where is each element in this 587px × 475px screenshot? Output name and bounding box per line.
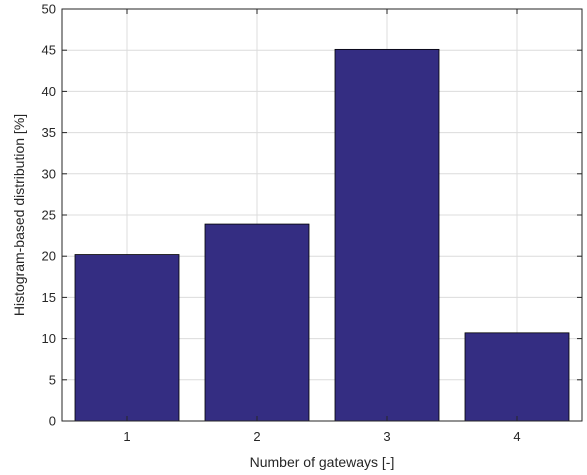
tick-labels: 0 5 10 15 20 25 30 35 40 45 50 1 2 3 4 bbox=[42, 2, 521, 445]
x-tick-label: 4 bbox=[513, 429, 520, 444]
y-tick-label: 25 bbox=[42, 208, 56, 223]
y-tick-label: 0 bbox=[49, 414, 56, 429]
x-tick-label: 2 bbox=[253, 429, 260, 444]
x-tick-label: 3 bbox=[383, 429, 390, 444]
y-tick-label: 50 bbox=[42, 2, 56, 17]
y-tick-label: 45 bbox=[42, 43, 56, 58]
x-axis-label: Number of gateways [-] bbox=[250, 454, 395, 470]
bars bbox=[74, 48, 570, 422]
y-tick-label: 5 bbox=[49, 372, 56, 387]
y-tick-label: 40 bbox=[42, 84, 56, 99]
x-tick-label: 1 bbox=[123, 429, 130, 444]
y-tick-label: 35 bbox=[42, 125, 56, 140]
y-axis-label: Histogram-based distribution [%] bbox=[11, 114, 27, 316]
y-tick-label: 20 bbox=[42, 249, 56, 264]
y-tick-label: 30 bbox=[42, 166, 56, 181]
bar-4 bbox=[464, 332, 570, 422]
y-tick-label: 15 bbox=[42, 290, 56, 305]
bar-1 bbox=[74, 254, 180, 422]
bar-2 bbox=[204, 223, 310, 422]
bar-3 bbox=[334, 48, 440, 422]
y-tick-label: 10 bbox=[42, 331, 56, 346]
axes bbox=[61, 8, 583, 422]
